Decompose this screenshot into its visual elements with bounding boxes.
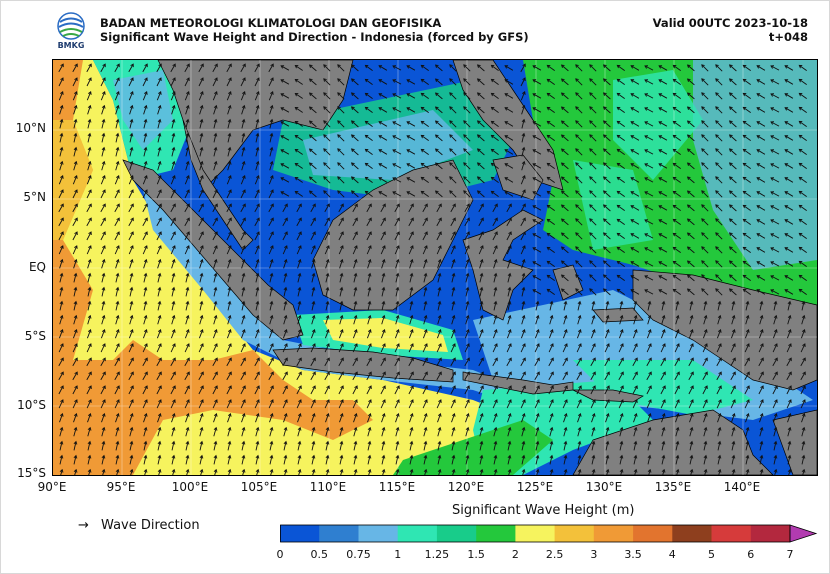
colorbar-bin [593,525,634,542]
colorbar-tick-label: 2.5 [545,548,564,561]
title-line-2: Significant Wave Height and Direction - … [100,30,529,44]
colorbar-tick-label: 4 [668,548,676,561]
lon-label: 125°E [516,480,554,494]
colorbar-bin [633,525,673,542]
colorbar-extend-triangle [789,524,818,543]
colorbar-bin [554,525,595,542]
lead-time: t+048 [768,30,808,44]
lon-label: 95°E [106,480,136,494]
colorbar-title: Significant Wave Height (m) [452,503,635,518]
wave-direction-legend: → Wave Direction [78,518,200,533]
lon-label: 100°E [171,480,209,494]
sumatra [122,159,304,341]
colorbar-tick-label: 1.5 [467,548,485,561]
landmass [122,60,817,475]
lon-label: 90°E [37,480,67,494]
colorbar [280,524,818,543]
colorbar-tick-label: 0.5 [310,548,328,561]
lat-label: 5°S [24,329,46,343]
borneo [312,159,474,311]
lon-label: 115°E [378,480,416,494]
colorbar-bin [515,525,556,542]
colorbar-tick-label: 5 [708,548,716,561]
lat-label: EQ [28,260,46,274]
bmkg-logo-icon [57,12,85,40]
lon-label: 135°E [654,480,692,494]
colorbar-bin [672,525,712,542]
colorbar-bin [476,525,516,542]
lat-label: 10°N [15,121,46,135]
colorbar-tick-label: 7 [786,548,794,561]
colorbar-tick-label: 1.25 [424,548,450,561]
colorbar-bin [711,525,752,542]
lon-label: 110°E [309,480,347,494]
colorbar-tick-label: 0 [276,548,284,561]
colorbar-tick-label: 3.5 [624,548,642,561]
colorbar-bin [319,525,359,542]
colorbar-tick-label: 0.75 [346,548,371,561]
pacific-light-bands [693,60,817,270]
lat-label: 5°N [23,190,46,204]
indian-ocean-high-waves [53,60,373,475]
valid-time: Valid 00UTC 2023-10-18 [652,16,808,30]
logo-text: BMKG [57,41,85,50]
lat-label: 10°S [17,398,46,412]
colorbar-bin [397,525,438,542]
colorbar-tick-label: 3 [590,548,598,561]
colorbar-tick-label: 6 [747,548,755,561]
lon-label: 140°E [723,480,761,494]
wave-direction-label: Wave Direction [101,518,200,533]
lon-label: 105°E [240,480,278,494]
colorbar-tick-label: 2 [511,548,519,561]
lat-label: 15°S [17,466,46,480]
colorbar-bin [358,525,399,542]
colorbar-tick-label: 1 [394,548,402,561]
wave-map [52,59,818,476]
wave-direction-arrows [58,63,807,475]
colorbar-bin [436,525,477,542]
lon-label: 130°E [585,480,623,494]
colorbar-bin [280,525,320,542]
title-line-1: BADAN METEOROLOGI KLIMATOLOGI DAN GEOFIS… [100,16,442,30]
colorbar-bin [750,525,791,542]
lon-label: 120°E [447,480,485,494]
arrow-right-icon: → [78,518,89,533]
